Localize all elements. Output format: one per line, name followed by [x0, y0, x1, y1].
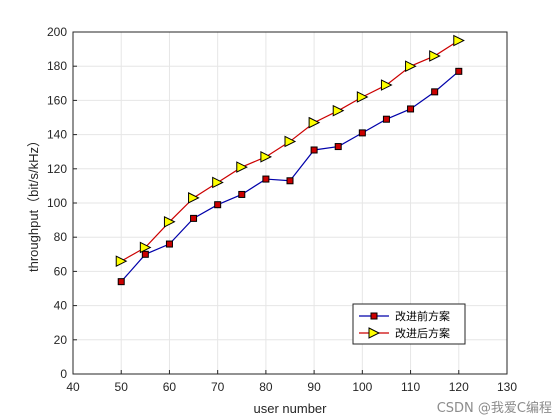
y-tick-label: 0: [60, 367, 67, 381]
series-1: [117, 67, 463, 286]
series-2-point: [163, 216, 176, 228]
series-2-point: [212, 176, 224, 189]
y-tick-label: 200: [47, 25, 67, 39]
y-tick-label: 20: [54, 333, 68, 347]
series-layer: [115, 34, 465, 286]
series-2-point: [429, 50, 441, 62]
series-1-point: [334, 143, 342, 151]
x-tick-label: 120: [449, 380, 469, 394]
series-2-point: [284, 135, 297, 148]
series-2-point: [332, 104, 345, 117]
series-1-point: [455, 67, 463, 75]
series-2-point: [236, 161, 248, 173]
x-tick-label: 130: [497, 380, 517, 394]
series-2-point: [380, 79, 393, 91]
legend-marker: [370, 312, 378, 320]
series-1-point: [382, 115, 390, 123]
series-1-point: [141, 250, 149, 258]
y-tick-label: 140: [47, 128, 67, 142]
x-tick-label: 110: [401, 380, 420, 394]
y-tick-label: 180: [47, 59, 67, 73]
series-1-point: [310, 146, 318, 154]
legend-marker: [368, 327, 381, 339]
series-2-point: [188, 192, 200, 204]
y-axis-label: throughput（bit/s/kHz）: [26, 134, 41, 272]
series-1-point: [165, 240, 173, 248]
watermark-text: CSDN @我爱C编程: [437, 401, 552, 416]
series-2-point: [115, 255, 128, 267]
y-tick-label: 60: [54, 264, 68, 278]
legend-label: 改进前方案: [395, 309, 450, 323]
x-tick-label: 70: [211, 380, 225, 394]
series-1-point: [262, 175, 270, 183]
series-2-point: [356, 91, 369, 103]
x-tick-label: 100: [352, 380, 372, 394]
series-1-point: [190, 214, 198, 222]
y-axis: 0 20 40 60 80 100 120 140 160 180 200: [47, 25, 77, 381]
y-tick-label: 120: [47, 162, 67, 176]
legend-label: 改进后方案: [395, 326, 450, 340]
x-tick-label: 90: [307, 380, 321, 394]
series-2-point: [453, 34, 465, 47]
x-axis-label: user number: [254, 401, 328, 416]
series-2: [115, 34, 465, 267]
legend-box: [352, 303, 466, 345]
y-tick-label: 160: [47, 93, 67, 107]
x-tick-label: 80: [259, 380, 273, 394]
series-2-point: [260, 151, 273, 163]
y-tick-label: 40: [54, 299, 68, 313]
series-1-point: [286, 177, 294, 185]
series-1-point: [431, 88, 439, 96]
x-tick-label: 40: [66, 380, 80, 394]
x-axis: 40 50 60 70 80 90 100 110 120 130: [66, 370, 517, 394]
x-tick-label: 60: [163, 380, 177, 394]
y-tick-label: 100: [47, 196, 67, 210]
series-2-point: [405, 60, 417, 73]
series-2-point: [139, 241, 152, 254]
series-1-line: [120, 70, 460, 283]
series-1-point: [358, 129, 366, 137]
series-1-point: [214, 201, 222, 209]
series-2-line: [120, 40, 460, 262]
series-1-point: [117, 278, 125, 286]
y-tick-label: 80: [54, 230, 68, 244]
series-1-point: [407, 105, 415, 113]
series-1-point: [238, 190, 246, 198]
series-2-point: [308, 116, 321, 129]
x-tick-label: 50: [115, 380, 129, 394]
